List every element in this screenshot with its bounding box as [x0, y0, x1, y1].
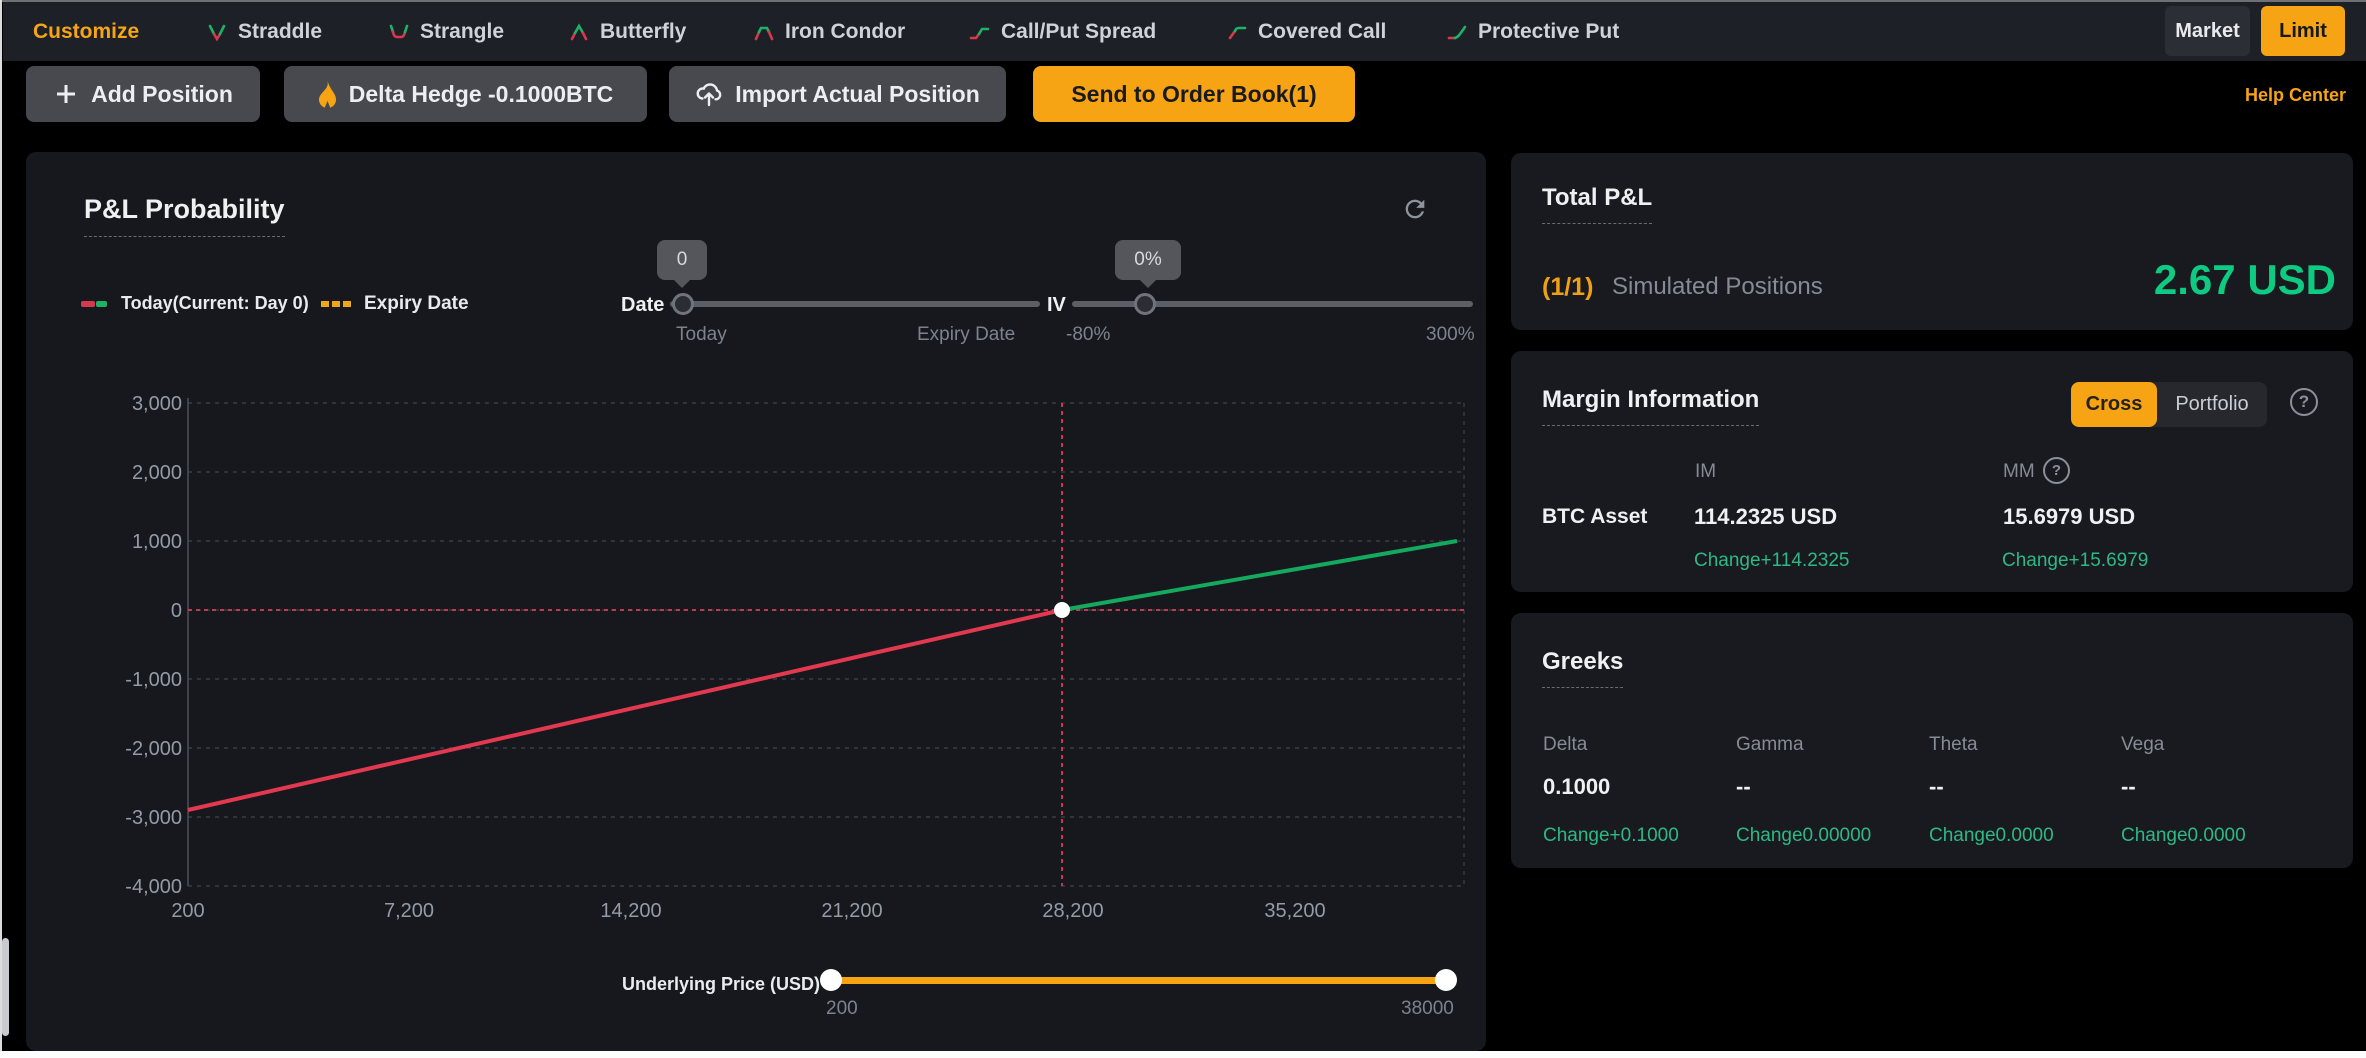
svg-text:14,200: 14,200	[600, 900, 661, 922]
svg-text:0: 0	[171, 600, 182, 622]
svg-text:-1,000: -1,000	[125, 669, 182, 691]
svg-text:7,200: 7,200	[384, 900, 434, 922]
svg-text:1,000: 1,000	[132, 531, 182, 553]
svg-text:28,200: 28,200	[1042, 900, 1103, 922]
svg-text:3,000: 3,000	[132, 393, 182, 415]
svg-text:35,200: 35,200	[1264, 900, 1325, 922]
svg-text:-4,000: -4,000	[125, 876, 182, 898]
svg-text:-3,000: -3,000	[125, 807, 182, 829]
svg-text:2,000: 2,000	[132, 462, 182, 484]
svg-text:-2,000: -2,000	[125, 738, 182, 760]
svg-text:200: 200	[171, 900, 204, 922]
svg-text:21,200: 21,200	[821, 900, 882, 922]
